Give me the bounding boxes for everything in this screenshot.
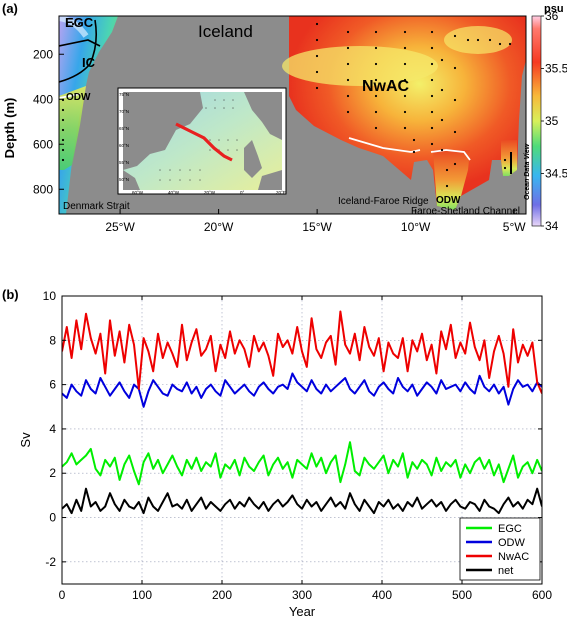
x-tick-label: 600 xyxy=(532,588,552,602)
label-egc: EGC xyxy=(65,15,94,30)
inset-lat-label: 70°N xyxy=(119,109,129,114)
legend-label-odw: ODW xyxy=(498,537,526,549)
series-line-odw xyxy=(62,372,542,408)
x-tick-label: 200 xyxy=(212,588,232,602)
legend-label-nwac: NwAC xyxy=(498,551,529,563)
panel-a-ytick-label: 200 xyxy=(33,47,53,61)
label-faroe-shetland-channel: Faroe-Shetland Channel xyxy=(411,206,520,217)
panel-a-ytick-label: 400 xyxy=(33,92,53,106)
colorbar-tick-label: 34 xyxy=(545,219,559,233)
y-axis-label: Sv xyxy=(18,432,33,448)
chart-series xyxy=(62,310,542,515)
colorbar-tick-label: 34.5 xyxy=(545,167,567,181)
label-iceland: Iceland xyxy=(198,22,253,41)
faroe-shetland-field xyxy=(433,150,470,210)
colorbar-tick-label: 35 xyxy=(545,114,559,128)
x-tick-label: 400 xyxy=(372,588,392,602)
inset-lat-label: 55°N xyxy=(119,160,129,165)
panel-a-xtick-label: 20°W xyxy=(204,220,234,234)
inset-lat-label: 60°N xyxy=(119,143,129,148)
odw-west-field xyxy=(59,86,86,170)
panel-a-ylabel: Depth (m) xyxy=(2,98,17,159)
inset-lat-label: 75°N xyxy=(119,92,129,97)
y-tick-label: 2 xyxy=(49,466,56,480)
label-denmark-strait: Denmark Strait xyxy=(63,201,130,212)
panel-a-xtick-label: 5°W xyxy=(503,220,526,234)
inset-lon-label: 40°W xyxy=(168,190,180,195)
colorbar: psu 36 35.5 35 34.5 34 Ocean Data View xyxy=(524,3,567,233)
panel-a-letter: (a) xyxy=(2,1,18,16)
x-tick-label: 0 xyxy=(59,588,66,602)
series-line-net xyxy=(62,487,542,515)
panel-a-xtick-label: 25°W xyxy=(105,220,135,234)
y-tick-label: 6 xyxy=(49,378,56,392)
chart-ticks: 0 100 200 300 400 500 600 -2 0 2 4 6 8 10 xyxy=(43,289,553,602)
colorbar-tick-label: 35.5 xyxy=(545,62,567,76)
series-line-nwac xyxy=(62,310,542,394)
inset-lat-label: 50°N xyxy=(119,177,129,182)
inset-lon-label: 20°E xyxy=(276,190,286,195)
section-frame xyxy=(58,15,527,215)
y-tick-label: 8 xyxy=(49,333,56,347)
section-track xyxy=(175,122,233,162)
x-axis-label: Year xyxy=(289,604,316,619)
label-iceland-faroe-ridge: Iceland-Faroe Ridge xyxy=(338,196,429,207)
panel-a-ytick-label: 800 xyxy=(33,182,53,196)
inset-lon-label: 0° xyxy=(240,190,245,195)
denmark-strait-field xyxy=(59,16,118,214)
series-line-egc xyxy=(62,441,542,486)
label-odw-west: ODW xyxy=(66,92,91,103)
y-tick-label: 0 xyxy=(49,511,56,525)
panel-a-yticks: 200 400 600 800 xyxy=(33,47,64,196)
y-tick-label: 10 xyxy=(43,289,57,303)
x-tick-label: 300 xyxy=(292,588,312,602)
panel-a-ytick-label: 600 xyxy=(33,137,53,151)
legend-label-net: net xyxy=(498,565,513,577)
label-nwac: NwAC xyxy=(362,78,410,95)
colorbar-tick-label: 36 xyxy=(545,9,559,23)
panel-a-xtick-label: 15°W xyxy=(302,220,332,234)
panel-a-xticks: 25°W 20°W 15°W 10°W 5°W xyxy=(105,209,526,234)
chart-legend: EGC ODW NwAC net xyxy=(459,517,541,581)
panel-a-xtick-label: 10°W xyxy=(401,220,431,234)
label-odw-east: ODW xyxy=(436,195,461,206)
panel-b-letter: (b) xyxy=(2,287,19,302)
odv-credit: Ocean Data View xyxy=(524,143,531,200)
legend-label-egc: EGC xyxy=(498,523,522,535)
y-tick-label: 4 xyxy=(49,422,56,436)
colorbar-scale xyxy=(531,15,542,227)
inset-lon-label: 60°W xyxy=(132,190,144,195)
x-tick-label: 500 xyxy=(452,588,472,602)
inset-lon-label: 20°W xyxy=(204,190,216,195)
inset-map: 75°N 70°N 65°N 60°N 55°N 50°N 60°W 40°W 20°W 0° 2… xyxy=(117,87,287,195)
x-tick-label: 100 xyxy=(132,588,152,602)
y-tick-label: -2 xyxy=(45,555,56,569)
inset-lat-label: 65°N xyxy=(119,126,129,131)
label-ic: IC xyxy=(82,55,96,70)
colorbar-unit: psu xyxy=(544,3,564,15)
